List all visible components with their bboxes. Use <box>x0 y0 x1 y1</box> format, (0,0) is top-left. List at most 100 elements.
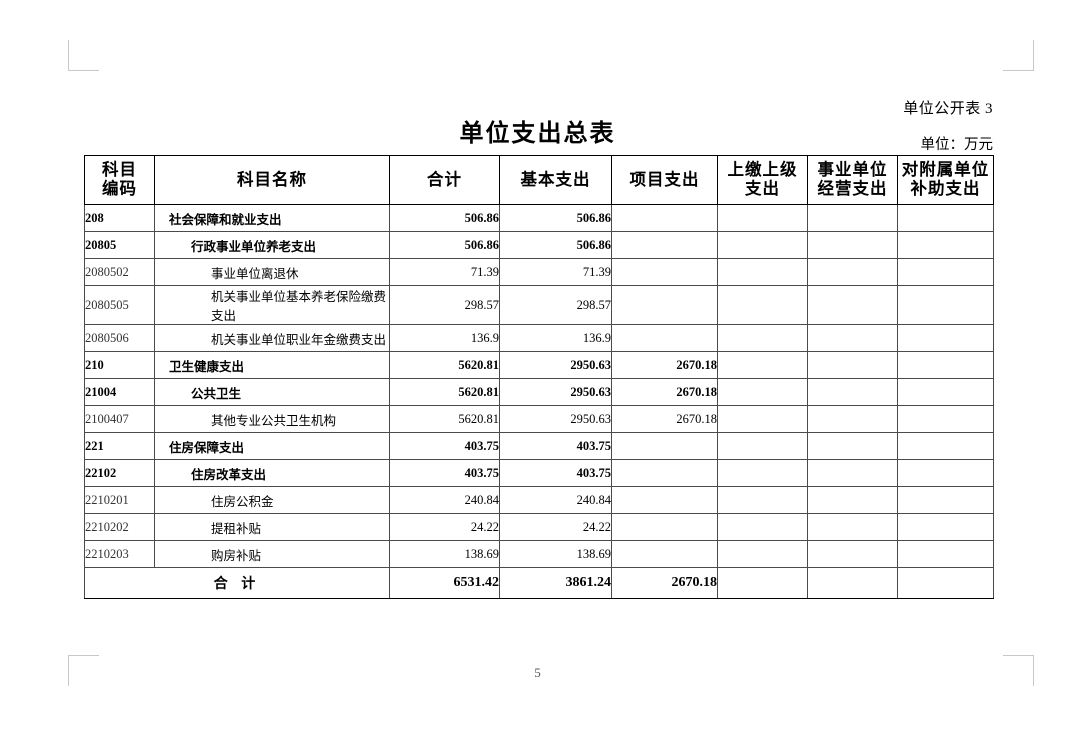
cell-operating-expenditure <box>807 459 898 487</box>
cell-basic-expenditure: 2950.63 <box>499 405 612 433</box>
table-row: 2100407 其他专业公共卫生机构 5620.81 2950.63 2670.18 <box>84 405 994 433</box>
page-number: 5 <box>534 665 541 680</box>
cell-total: 298.57 <box>389 285 500 325</box>
cell-remit-upper <box>717 513 808 541</box>
unit-note-label: 单位：万元 <box>920 137 994 153</box>
cell-basic-expenditure: 2950.63 <box>499 351 612 379</box>
cell-code: 208 <box>84 204 155 232</box>
crop-mark-top-right <box>1003 40 1034 71</box>
cell-subsidy-expenditure <box>897 324 994 352</box>
cell-total: 403.75 <box>389 432 500 460</box>
crop-mark-bottom-left <box>68 655 99 686</box>
cell-operating-expenditure <box>807 432 898 460</box>
cell-code: 2210203 <box>84 540 155 568</box>
cell-basic-expenditure: 138.69 <box>499 540 612 568</box>
cell-name: 事业单位离退休 <box>154 258 390 286</box>
table-row: 2080502 事业单位离退休 71.39 71.39 <box>84 258 994 286</box>
table-total-row: 合 计 6531.42 3861.24 2670.18 <box>84 567 994 599</box>
cell-project-expenditure: 2670.18 <box>611 405 718 433</box>
column-header-project-expenditure: 项目支出 <box>611 155 718 205</box>
cell-operating-expenditure <box>807 540 898 568</box>
cell-basic-expenditure: 71.39 <box>499 258 612 286</box>
column-header-remit-upper-line2: 支出 <box>745 179 780 198</box>
cell-project-expenditure <box>611 513 718 541</box>
cell-code: 210 <box>84 351 155 379</box>
cell-basic-expenditure: 298.57 <box>499 285 612 325</box>
total-row-project-expenditure: 2670.18 <box>611 567 718 599</box>
cell-remit-upper <box>717 285 808 325</box>
total-row-total: 6531.42 <box>389 567 500 599</box>
table-row: 2080505 机关事业单位基本养老保险缴费支出 298.57 298.57 <box>84 285 994 325</box>
cell-basic-expenditure: 506.86 <box>499 204 612 232</box>
cell-operating-expenditure <box>807 378 898 406</box>
column-header-total: 合计 <box>389 155 500 205</box>
cell-total: 136.9 <box>389 324 500 352</box>
cell-total: 240.84 <box>389 486 500 514</box>
column-header-operating-line2: 经营支出 <box>817 179 888 198</box>
table-row: 2210201 住房公积金 240.84 240.84 <box>84 486 994 514</box>
column-header-remit-upper: 上缴上级 支出 <box>717 155 808 205</box>
cell-project-expenditure: 2670.18 <box>611 351 718 379</box>
cell-name: 其他专业公共卫生机构 <box>154 405 390 433</box>
cell-operating-expenditure <box>807 204 898 232</box>
cell-operating-expenditure <box>807 231 898 259</box>
cell-code: 2100407 <box>84 405 155 433</box>
cell-remit-upper <box>717 231 808 259</box>
cell-name: 社会保障和就业支出 <box>154 204 390 232</box>
cell-code: 2080505 <box>84 285 155 325</box>
cell-operating-expenditure <box>807 351 898 379</box>
cell-remit-upper <box>717 351 808 379</box>
total-row-remit-upper <box>717 567 808 599</box>
cell-remit-upper <box>717 258 808 286</box>
cell-subsidy-expenditure <box>897 405 994 433</box>
column-header-code: 科目 编码 <box>84 155 155 205</box>
table-row: 221 住房保障支出 403.75 403.75 <box>84 432 994 460</box>
cell-remit-upper <box>717 486 808 514</box>
cell-basic-expenditure: 506.86 <box>499 231 612 259</box>
cell-operating-expenditure <box>807 405 898 433</box>
table-row: 2210203 购房补贴 138.69 138.69 <box>84 540 994 568</box>
total-row-label: 合 计 <box>84 567 390 599</box>
cell-subsidy-expenditure <box>897 540 994 568</box>
cell-subsidy-expenditure <box>897 231 994 259</box>
total-row-basic-expenditure: 3861.24 <box>499 567 612 599</box>
table-row: 20805 行政事业单位养老支出 506.86 506.86 <box>84 231 994 259</box>
form-number-label: 单位公开表 3 <box>903 101 993 117</box>
cell-code: 20805 <box>84 231 155 259</box>
cell-subsidy-expenditure <box>897 459 994 487</box>
column-header-subsidy-line2: 补助支出 <box>910 179 981 198</box>
cell-name: 提租补贴 <box>154 513 390 541</box>
cell-remit-upper <box>717 324 808 352</box>
cell-total: 24.22 <box>389 513 500 541</box>
cell-total: 5620.81 <box>389 405 500 433</box>
table-row: 22102 住房改革支出 403.75 403.75 <box>84 459 994 487</box>
cell-project-expenditure <box>611 324 718 352</box>
cell-subsidy-expenditure <box>897 378 994 406</box>
column-header-code-line1: 科目 <box>102 160 137 180</box>
cell-code: 2210201 <box>84 486 155 514</box>
crop-mark-bottom-right <box>1003 655 1034 686</box>
table-row: 21004 公共卫生 5620.81 2950.63 2670.18 <box>84 378 994 406</box>
cell-project-expenditure <box>611 231 718 259</box>
cell-name: 行政事业单位养老支出 <box>154 231 390 259</box>
page-title: 单位支出总表 <box>459 121 616 147</box>
column-header-operating-line1: 事业单位 <box>817 160 888 180</box>
cell-code: 2210202 <box>84 513 155 541</box>
cell-operating-expenditure <box>807 486 898 514</box>
column-header-name: 科目名称 <box>154 155 390 205</box>
cell-project-expenditure <box>611 204 718 232</box>
cell-total: 506.86 <box>389 204 500 232</box>
cell-basic-expenditure: 240.84 <box>499 486 612 514</box>
cell-name: 卫生健康支出 <box>154 351 390 379</box>
cell-operating-expenditure <box>807 285 898 325</box>
table-body: 208 社会保障和就业支出 506.86 506.86 20805 行政事业单位养老支出 5… <box>84 204 994 599</box>
cell-total: 5620.81 <box>389 351 500 379</box>
column-header-basic-expenditure: 基本支出 <box>499 155 612 205</box>
cell-total: 71.39 <box>389 258 500 286</box>
cell-project-expenditure <box>611 258 718 286</box>
cell-code: 2080502 <box>84 258 155 286</box>
cell-code: 21004 <box>84 378 155 406</box>
cell-remit-upper <box>717 405 808 433</box>
cell-name: 机关事业单位职业年金缴费支出 <box>154 324 390 352</box>
expenditure-summary-table: 科目 编码 科目名称 合计 基本支出 项目支出 上缴上级 支出 事业单位 经营支… <box>84 155 994 599</box>
